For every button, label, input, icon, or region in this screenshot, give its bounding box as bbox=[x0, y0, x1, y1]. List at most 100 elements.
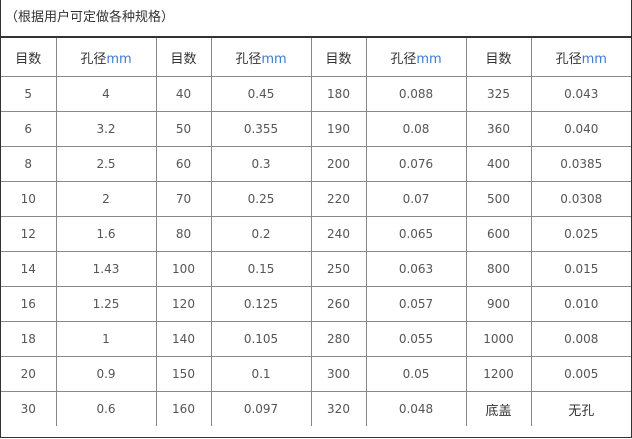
mesh-cell: 360 bbox=[465, 111, 532, 147]
table-row: 12 1.6 80 0.2 240 0.065 600 0.025 bbox=[1, 216, 631, 252]
mesh-cell: 60 bbox=[155, 146, 212, 182]
mesh-cell: 150 bbox=[155, 356, 212, 392]
aperture-cell: 0.015 bbox=[530, 251, 631, 287]
aperture-cell: 2 bbox=[55, 181, 157, 217]
header-aperture: 孔径mm bbox=[530, 38, 631, 77]
mesh-cell: 6 bbox=[1, 111, 57, 147]
mesh-cell: 8 bbox=[1, 146, 57, 182]
aperture-cell: 0.076 bbox=[365, 146, 467, 182]
header-mesh-label: 目数 bbox=[15, 51, 42, 67]
mesh-cell: 30 bbox=[1, 391, 57, 426]
aperture-cell: 0.05 bbox=[365, 356, 467, 392]
table-row: 20 0.9 150 0.1 300 0.05 1200 0.005 bbox=[1, 356, 631, 392]
header-mesh-label: 目数 bbox=[485, 51, 512, 67]
header-mesh-label: 目数 bbox=[170, 51, 197, 67]
mesh-cell: 500 bbox=[465, 181, 532, 217]
mesh-cell: 900 bbox=[465, 286, 532, 322]
mesh-aperture-table: 目数 孔径mm 目数 孔径mm 目数 孔径mm 目数 孔径mm 5 4 40 0.45 180 0.088… bbox=[1, 38, 631, 426]
mesh-cell: 14 bbox=[1, 251, 57, 287]
mesh-cell: 240 bbox=[310, 216, 367, 252]
mesh-cell: 260 bbox=[310, 286, 367, 322]
header-aperture-label: 孔径 bbox=[80, 51, 107, 67]
mesh-cell: 1200 bbox=[465, 356, 532, 392]
aperture-cell: 0.355 bbox=[210, 111, 312, 147]
aperture-cell: 1.43 bbox=[55, 251, 157, 287]
table-row: 8 2.5 60 0.3 200 0.076 400 0.0385 bbox=[1, 146, 631, 182]
aperture-cell: 0.005 bbox=[530, 356, 631, 392]
aperture-cell: 0.063 bbox=[365, 251, 467, 287]
mesh-cell: 70 bbox=[155, 181, 212, 217]
header-unit: mm bbox=[416, 51, 442, 67]
mesh-cell: 180 bbox=[310, 76, 367, 112]
aperture-cell: 0.25 bbox=[210, 181, 312, 217]
mesh-cell: 10 bbox=[1, 181, 57, 217]
aperture-cell: 0.065 bbox=[365, 216, 467, 252]
header-aperture-label: 孔径 bbox=[555, 51, 582, 67]
header-unit: mm bbox=[581, 51, 607, 67]
aperture-cell: 0.055 bbox=[365, 321, 467, 357]
aperture-cell: 1.6 bbox=[55, 216, 157, 252]
mesh-cell: 底盖 bbox=[465, 391, 532, 426]
aperture-cell: 2.5 bbox=[55, 146, 157, 182]
header-aperture-label: 孔径 bbox=[235, 51, 262, 67]
aperture-cell: 0.057 bbox=[365, 286, 467, 322]
aperture-cell: 0.040 bbox=[530, 111, 631, 147]
mesh-cell: 5 bbox=[1, 76, 57, 112]
table-row: 14 1.43 100 0.15 250 0.063 800 0.015 bbox=[1, 251, 631, 287]
mesh-cell: 250 bbox=[310, 251, 367, 287]
aperture-cell: 0.048 bbox=[365, 391, 467, 426]
aperture-cell: 0.3 bbox=[210, 146, 312, 182]
mesh-cell: 400 bbox=[465, 146, 532, 182]
table-row: 30 0.6 160 0.097 320 0.048 底盖 无孔 bbox=[1, 391, 631, 426]
aperture-cell: 4 bbox=[55, 76, 157, 112]
aperture-cell: 0.1 bbox=[210, 356, 312, 392]
header-mesh: 目数 bbox=[310, 38, 367, 77]
aperture-cell: 0.45 bbox=[210, 76, 312, 112]
mesh-cell: 20 bbox=[1, 356, 57, 392]
mesh-cell: 50 bbox=[155, 111, 212, 147]
aperture-cell: 0.0385 bbox=[530, 146, 631, 182]
aperture-cell: 0.0308 bbox=[530, 181, 631, 217]
mesh-cell: 220 bbox=[310, 181, 367, 217]
header-aperture: 孔径mm bbox=[55, 38, 157, 77]
aperture-cell: 0.9 bbox=[55, 356, 157, 392]
mesh-cell: 140 bbox=[155, 321, 212, 357]
aperture-cell: 0.088 bbox=[365, 76, 467, 112]
mesh-cell: 80 bbox=[155, 216, 212, 252]
mesh-cell: 18 bbox=[1, 321, 57, 357]
aperture-cell: 1 bbox=[55, 321, 157, 357]
mesh-cell: 190 bbox=[310, 111, 367, 147]
header-mesh: 目数 bbox=[155, 38, 212, 77]
table-row: 16 1.25 120 0.125 260 0.057 900 0.010 bbox=[1, 286, 631, 322]
mesh-cell: 325 bbox=[465, 76, 532, 112]
mesh-cell: 12 bbox=[1, 216, 57, 252]
aperture-cell: 1.25 bbox=[55, 286, 157, 322]
aperture-cell: 0.025 bbox=[530, 216, 631, 252]
aperture-cell: 0.07 bbox=[365, 181, 467, 217]
mesh-cell: 1000 bbox=[465, 321, 532, 357]
aperture-cell: 3.2 bbox=[55, 111, 157, 147]
mesh-cell: 120 bbox=[155, 286, 212, 322]
mesh-cell: 280 bbox=[310, 321, 367, 357]
aperture-cell: 0.6 bbox=[55, 391, 157, 426]
table-row: 18 1 140 0.105 280 0.055 1000 0.008 bbox=[1, 321, 631, 357]
aperture-cell: 0.125 bbox=[210, 286, 312, 322]
header-mesh: 目数 bbox=[1, 38, 57, 77]
mesh-cell: 40 bbox=[155, 76, 212, 112]
aperture-cell: 0.010 bbox=[530, 286, 631, 322]
mesh-cell: 300 bbox=[310, 356, 367, 392]
table-row: 6 3.2 50 0.355 190 0.08 360 0.040 bbox=[1, 111, 631, 147]
aperture-cell: 0.043 bbox=[530, 76, 631, 112]
header-aperture-label: 孔径 bbox=[390, 51, 417, 67]
aperture-cell: 0.2 bbox=[210, 216, 312, 252]
aperture-cell: 0.097 bbox=[210, 391, 312, 426]
mesh-cell: 160 bbox=[155, 391, 212, 426]
aperture-cell: 0.08 bbox=[365, 111, 467, 147]
header-unit: mm bbox=[106, 51, 132, 67]
table-row: 10 2 70 0.25 220 0.07 500 0.0308 bbox=[1, 181, 631, 217]
mesh-cell: 600 bbox=[465, 216, 532, 252]
mesh-cell: 800 bbox=[465, 251, 532, 287]
aperture-cell: 无孔 bbox=[530, 391, 631, 426]
table-row: 5 4 40 0.45 180 0.088 325 0.043 bbox=[1, 76, 631, 112]
